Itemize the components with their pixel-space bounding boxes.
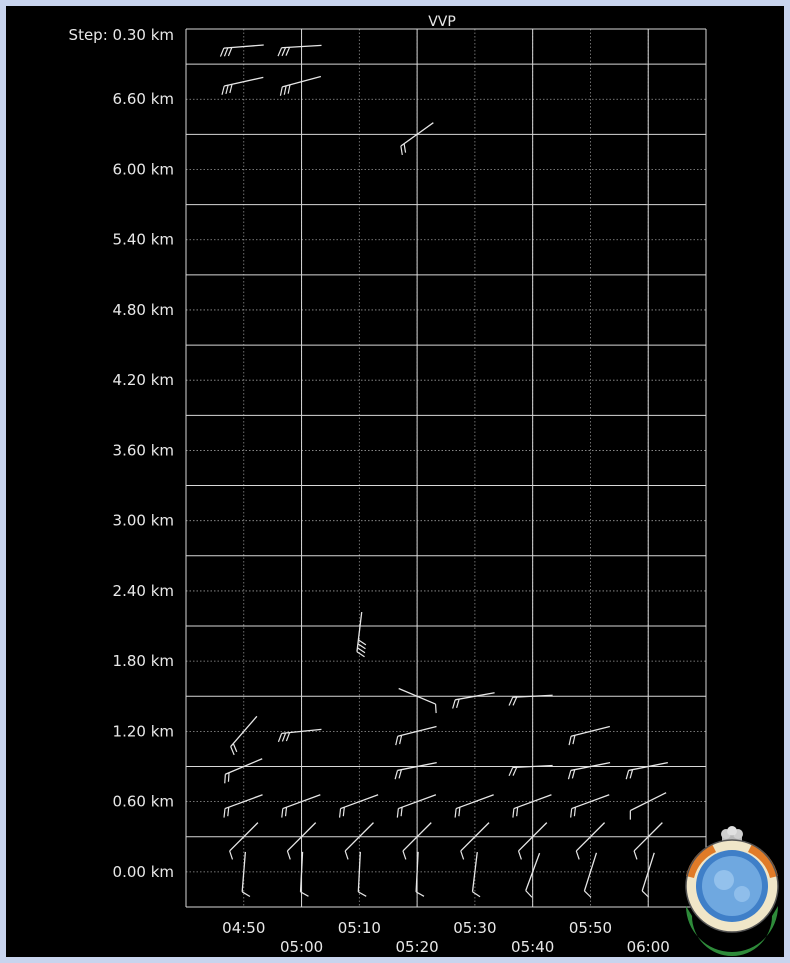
- wind-barb: [230, 715, 258, 756]
- wind-barb: [299, 851, 309, 897]
- wind-barb: [357, 851, 367, 897]
- imd-emblem-logo: [685, 826, 779, 956]
- wind-barb: [229, 822, 259, 860]
- y-tick-label: 0.00 km: [113, 863, 174, 881]
- vvp-chart: VVP Step: 0.30 km 0.00 km 0.60 km 1.20 km 1…: [69, 14, 779, 956]
- wind-barb: [517, 822, 548, 860]
- wind-barb: [568, 725, 611, 746]
- y-tick-label: 5.40 km: [113, 231, 174, 249]
- wind-barb: [396, 794, 437, 818]
- wind-barb: [279, 75, 322, 96]
- wind-barb: [452, 692, 495, 709]
- wind-barb: [625, 761, 668, 780]
- wind-barb: [629, 792, 667, 820]
- wind-barb: [415, 851, 425, 897]
- major-grid: [185, 28, 707, 908]
- wind-barb: [224, 758, 263, 784]
- y-tick-label: 3.00 km: [113, 512, 174, 530]
- wind-barb: [471, 851, 481, 898]
- wind-barb: [575, 822, 606, 860]
- chart-frame: VVP Step: 0.30 km 0.00 km 0.60 km 1.20 km 1…: [6, 6, 784, 957]
- y-tick-label: 1.20 km: [113, 722, 174, 740]
- wind-barb: [583, 852, 598, 898]
- wind-barb: [221, 76, 264, 95]
- x-tick-label: 05:00: [280, 938, 323, 956]
- x-tick-label: 05:10: [338, 919, 381, 937]
- wind-barb: [277, 44, 322, 57]
- chart-title: VVP: [428, 14, 456, 30]
- wind-barb: [281, 794, 321, 818]
- y-tick-label: 4.20 km: [113, 371, 174, 389]
- wind-barb: [219, 44, 264, 57]
- y-tick-label: 6.00 km: [113, 160, 174, 178]
- wind-barb: [525, 852, 541, 898]
- wind-barb: [512, 794, 552, 818]
- y-tick-label: 3.60 km: [113, 441, 174, 459]
- minor-grid: [186, 28, 706, 907]
- wind-barb: [402, 822, 432, 860]
- x-tick-label: 05:50: [569, 919, 612, 937]
- wind-barb: [508, 764, 553, 777]
- x-tick-label: 05:20: [395, 938, 438, 956]
- wind-barb: [277, 728, 322, 743]
- wind-barb: [338, 794, 379, 818]
- wind-barb: [241, 851, 251, 898]
- y-tick-label: 4.80 km: [113, 301, 174, 319]
- y-tick-label: 2.40 km: [113, 582, 174, 600]
- x-tick-label: 06:00: [627, 938, 670, 956]
- x-tick-labels: 04:50 05:10 05:30 05:50 05:00 05:20 05:40 06:00: [222, 919, 670, 956]
- x-tick-label: 05:40: [511, 938, 554, 956]
- x-tick-label: 04:50: [222, 919, 265, 937]
- y-tick-label: 0.60 km: [113, 793, 174, 811]
- wind-barb: [460, 822, 490, 860]
- wind-barb: [344, 822, 374, 860]
- wind-barb: [508, 694, 553, 706]
- y-tick-labels: 0.00 km 0.60 km 1.20 km 1.80 km 2.40 km 3.00 …: [113, 90, 174, 881]
- wind-barb: [570, 794, 610, 818]
- seal-icon: [685, 839, 779, 956]
- wind-barb: [356, 611, 367, 658]
- wind-barb: [398, 687, 437, 714]
- y-tick-label: 1.80 km: [113, 652, 174, 670]
- wind-barb: [395, 725, 437, 746]
- y-tick-label: 6.60 km: [113, 90, 174, 108]
- x-tick-label: 05:30: [453, 919, 496, 937]
- wind-barb: [400, 122, 434, 156]
- wind-barb: [454, 794, 494, 818]
- wind-barb: [286, 822, 317, 860]
- wind-barb: [223, 794, 263, 818]
- wind-barb: [641, 852, 655, 898]
- wind-barbs: [219, 44, 668, 898]
- wind-barb: [633, 822, 663, 860]
- wind-barb: [567, 761, 611, 780]
- wind-barb: [394, 761, 437, 780]
- step-label: Step: 0.30 km: [69, 26, 174, 44]
